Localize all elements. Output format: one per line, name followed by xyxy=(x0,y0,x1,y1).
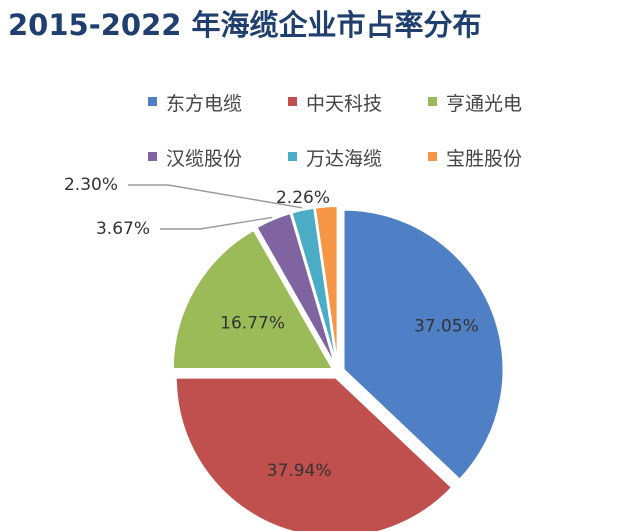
slice-2-wedge xyxy=(174,376,454,531)
slice-3-wedge xyxy=(171,228,335,371)
slice-6-legend-label: 宝胜股份 xyxy=(446,148,522,170)
slice-2-legend-swatch xyxy=(288,97,297,106)
slice-3-legend-label: 亨通光电 xyxy=(446,93,522,115)
slice-1-wedge xyxy=(342,208,505,481)
slice-5-legend-swatch xyxy=(288,152,297,161)
data-labels: 37.05% 37.94% 16.77% 3.67% 2.30% 2.26% xyxy=(64,175,479,481)
slice-6-legend-swatch xyxy=(428,152,437,161)
slice-1-legend-swatch xyxy=(148,97,157,106)
slice-1-data-label: 37.05% xyxy=(414,316,479,336)
slice-1-legend-label: 东方电缆 xyxy=(166,93,242,115)
slice-5-leader-line xyxy=(128,184,303,209)
slice-2-data-label: 37.94% xyxy=(267,461,332,481)
slice-4-legend-label: 汉缆股份 xyxy=(166,148,242,170)
slice-6-wedge xyxy=(313,205,339,367)
leader-lines xyxy=(128,184,303,230)
slice-5-legend-label: 万达海缆 xyxy=(306,148,382,170)
chart-title: 2015-2022 年海缆企业市占率分布 xyxy=(8,8,482,42)
slice-4-data-label: 3.67% xyxy=(96,219,150,239)
slice-3-data-label: 16.77% xyxy=(220,313,285,333)
slice-4-leader-line xyxy=(160,216,273,230)
pie-slices xyxy=(171,205,505,531)
slice-6-data-label: 2.26% xyxy=(276,188,330,208)
slice-5-data-label: 2.30% xyxy=(64,175,118,195)
slice-3-legend-swatch xyxy=(428,97,437,106)
slice-4-wedge xyxy=(255,211,337,367)
slice-4-legend-swatch xyxy=(148,152,157,161)
slice-2-legend-label: 中天科技 xyxy=(306,93,382,115)
